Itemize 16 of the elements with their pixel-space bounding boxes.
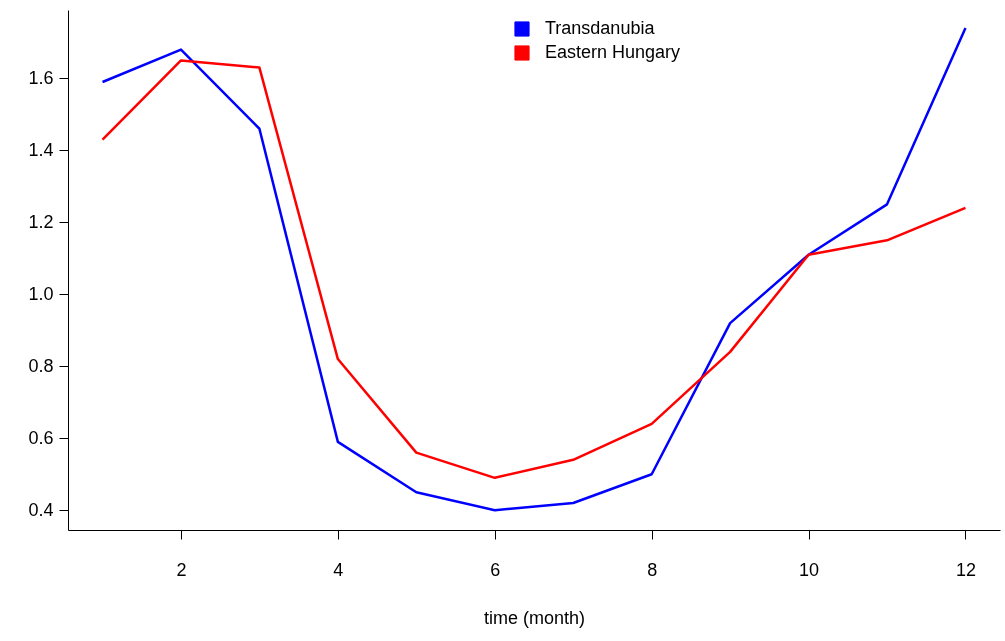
y-tick-label: 1.2 [28,211,54,232]
y-tick-label: 1.6 [28,67,54,88]
y-tick-label: 0.6 [28,427,54,448]
x-tick-label: 2 [176,559,187,580]
y-tick-label: 0.4 [28,499,54,520]
legend-label: Transdanubia [545,18,656,38]
x-tick-label: 12 [955,559,976,580]
y-tick-label: 1.0 [28,283,54,304]
y-tick-label: 0.8 [28,355,54,376]
y-tick-label: 1.4 [28,139,54,160]
x-tick-label: 10 [799,559,820,580]
x-tick-label: 6 [490,559,501,580]
legend-label: Eastern Hungary [545,42,681,62]
x-axis-title: time (month) [483,607,586,628]
x-tick-label: 8 [647,559,658,580]
x-tick-label: 4 [333,559,344,580]
